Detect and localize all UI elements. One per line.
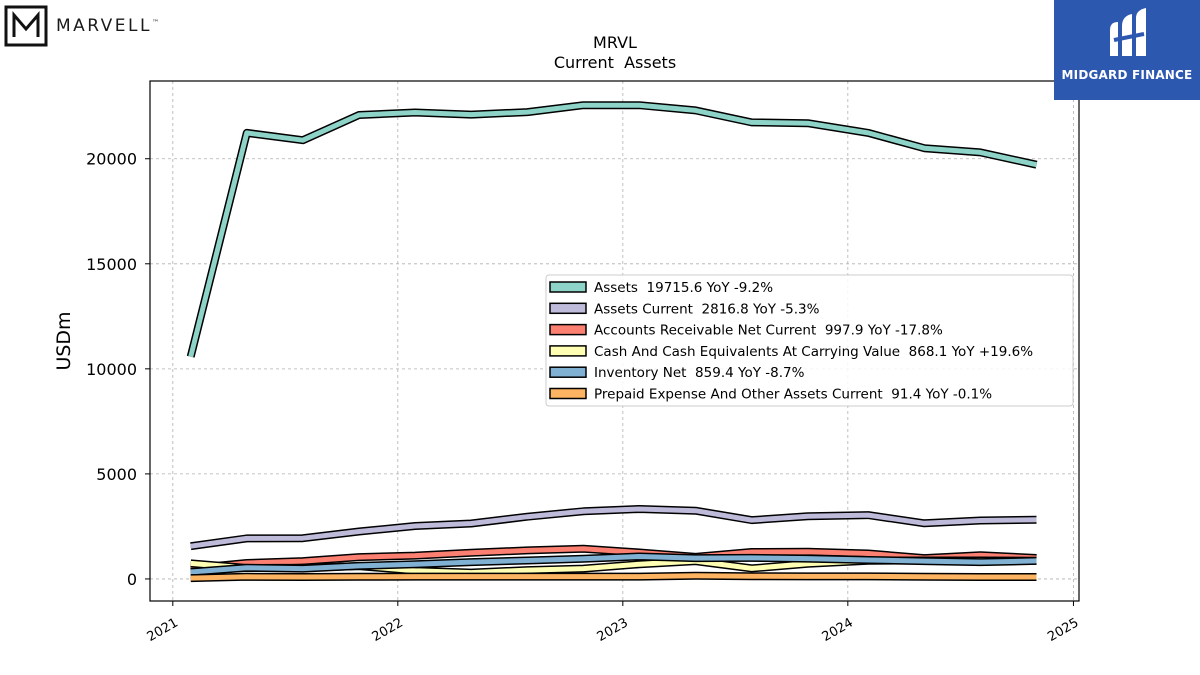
y-tick-label: 10000	[86, 360, 137, 379]
legend-swatch	[549, 366, 587, 378]
x-tick-label: 2023	[595, 615, 631, 645]
x-tick-label: 2022	[370, 615, 406, 645]
badge-text: MIDGARD FINANCE	[1061, 68, 1193, 82]
legend-label: Cash And Cash Equivalents At Carrying Va…	[594, 344, 1033, 360]
marvell-emblem-icon	[4, 5, 48, 47]
legend-swatch	[549, 302, 587, 315]
legend-swatch	[549, 323, 587, 336]
series-line	[190, 554, 1037, 575]
y-tick-label: 15000	[86, 255, 137, 274]
series-line	[190, 573, 1037, 581]
y-axis-label: USDm	[53, 311, 75, 370]
midgard-finance-badge: MIDGARD FINANCE	[1054, 0, 1200, 100]
series-outline	[190, 505, 1037, 551]
legend-frame	[545, 274, 1074, 407]
series-line	[188, 102, 1038, 358]
legend-swatch	[549, 345, 587, 357]
y-tick-label: 5000	[96, 465, 137, 484]
x-tick-label: 2021	[145, 615, 181, 645]
plot-frame	[149, 80, 1080, 602]
chart-subtitle: Current Assets	[554, 53, 676, 72]
series-lines	[186, 101, 1038, 583]
marvell-logo-text: MARVELL™	[56, 16, 162, 36]
y-tick-label: 20000	[86, 150, 137, 169]
chart-title: MRVL	[593, 33, 637, 52]
legend-swatch	[549, 281, 587, 293]
x-tick-label: 2024	[820, 615, 856, 645]
series-line	[190, 506, 1037, 549]
legend-label: Accounts Receivable Net Current 997.9 Yo…	[594, 323, 943, 339]
legend-label: Prepaid Expense And Other Assets Current…	[594, 387, 992, 403]
legend-label: Inventory Net 859.4 YoY -8.7%	[594, 365, 805, 381]
x-tick-label: 2025	[1045, 615, 1081, 645]
legend-label: Assets Current 2816.8 YoY -5.3%	[594, 301, 820, 317]
midgard-emblem-icon	[1110, 8, 1146, 56]
marvell-logo: MARVELL™	[4, 5, 162, 47]
y-tick-label: 0	[127, 570, 137, 589]
legend-label: Assets 19715.6 YoY -9.2%	[594, 280, 773, 296]
legend: Assets 19715.6 YoY -9.2% Assets Current 2…	[545, 274, 1074, 407]
legend-swatch	[549, 387, 587, 400]
series-line	[190, 546, 1037, 571]
